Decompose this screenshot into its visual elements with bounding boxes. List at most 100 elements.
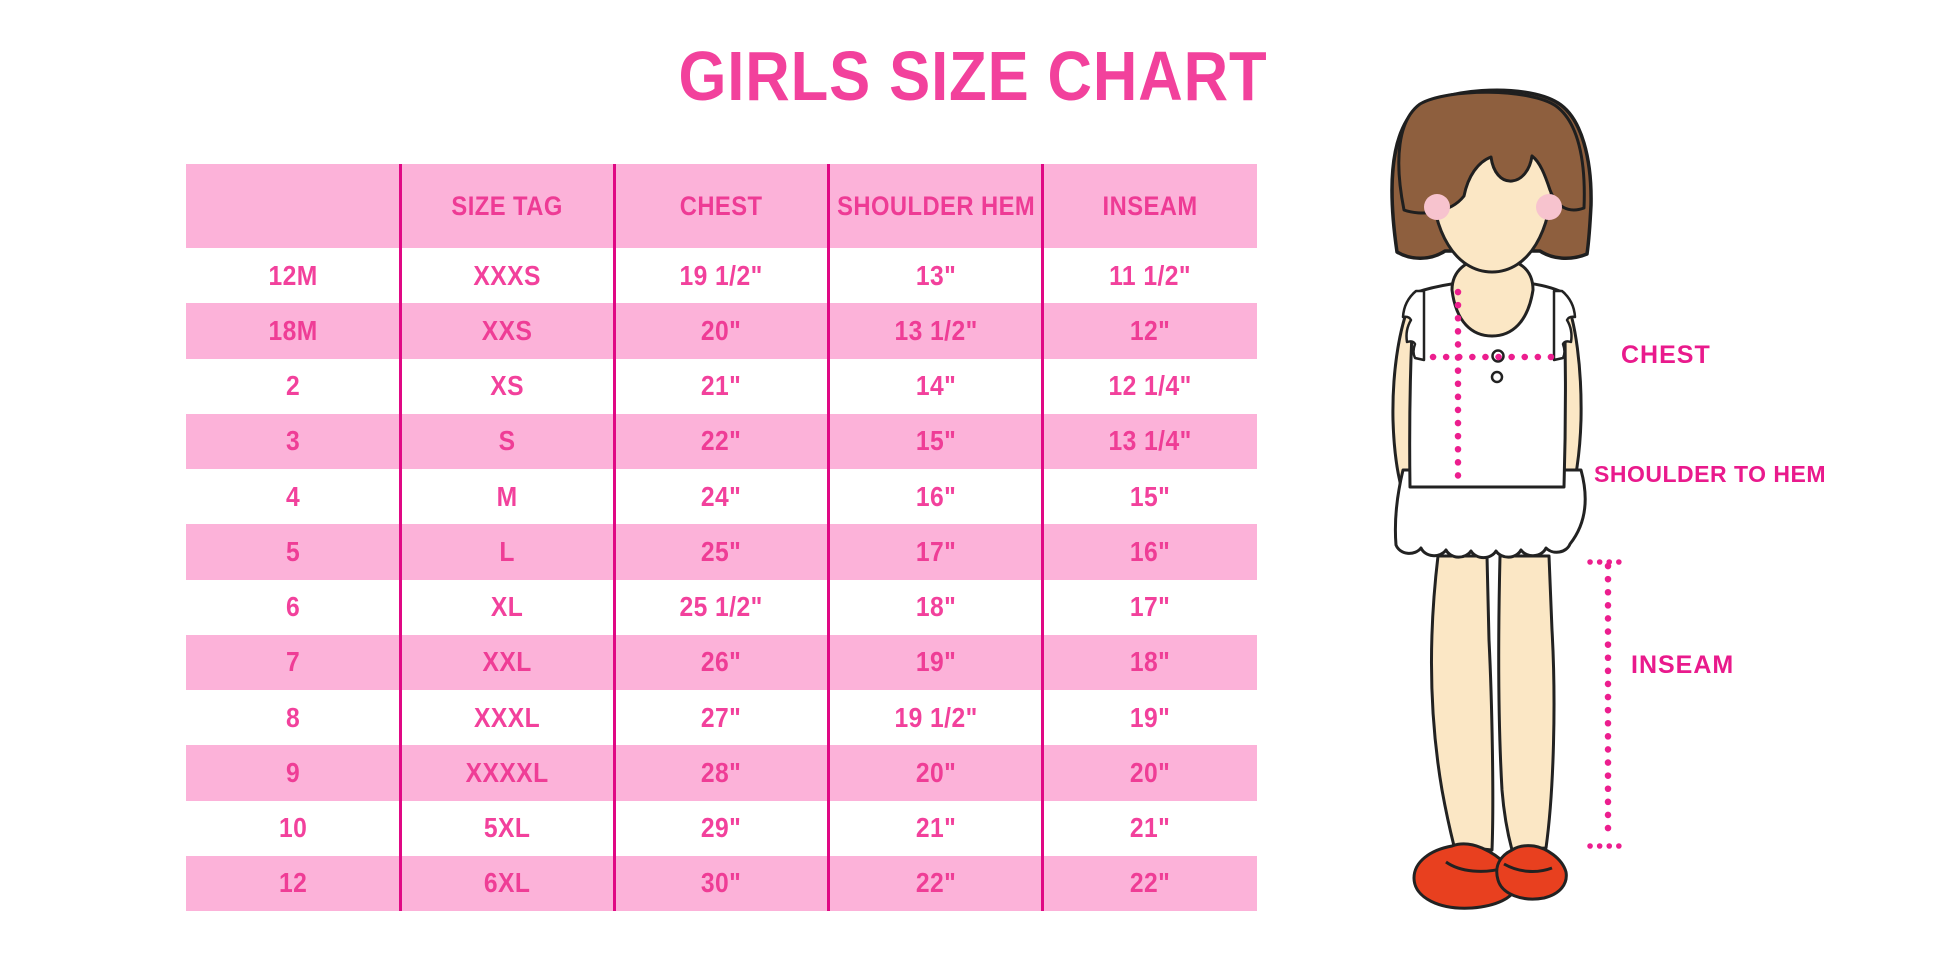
table-cell: 20" [701,314,742,346]
table-cell: 12" [1129,314,1171,346]
table-cell: XL [491,591,524,623]
column-divider [827,164,831,911]
sleeve-ruffle-right [1552,289,1577,362]
table-cell: 22" [701,425,742,457]
table-cell: 14" [915,370,956,402]
girl-illustration-svg [1390,88,1622,910]
inseam-label: INSEAM [1631,651,1735,679]
chest-label: CHEST [1621,341,1711,369]
table-cell: 15" [1129,480,1171,512]
table-cell: 24" [701,480,742,512]
table-row: 9 XXXXL 28" 20" 20" [186,745,1257,801]
header-cell-blank [199,164,387,248]
table-cell: 11 1/2" [1108,259,1191,291]
table-cell: 19" [915,646,956,678]
table-cell: 12 1/4" [1108,370,1192,402]
table-row: 6 XL 25 1/2" 18" 17" [186,580,1257,635]
table-header-row: SIZE TAG CHEST SHOULDER HEM INSEAM [186,164,1257,248]
table-cell: 25 1/2" [679,591,764,623]
table-cell: 18" [915,591,956,623]
table-cell: 13 1/4" [1108,425,1192,457]
table-cell: 22" [915,867,956,899]
skirt-ruffle [1393,468,1587,560]
table-cell: 18M [268,314,318,346]
shoe-right-strap [1503,862,1553,873]
table-row: 5 L 25" 17" 16" [186,524,1257,580]
blush-left [1424,194,1450,220]
table-cell: XS [490,370,525,402]
page-title: GIRLS SIZE CHART [678,37,1268,115]
table-cell: 21" [915,812,956,844]
table-cell: 30" [701,867,742,899]
blush-right [1536,194,1562,220]
table-cell: S [498,425,516,457]
girl-illustration [1380,80,1946,940]
table-cell: 13" [915,259,956,291]
table-cell: 5 [286,535,301,567]
table-cell: 19 1/2" [679,259,764,291]
header-cell-inseam: INSEAM [1102,190,1198,221]
table-cell: XXXS [473,259,542,291]
table-cell: 27" [701,701,742,733]
column-divider [398,164,402,911]
table-cell: 18" [1129,646,1171,678]
table-cell: XXL [482,646,532,678]
table-cell: 22" [1129,867,1171,899]
table-cell: 2 [286,370,301,402]
table-cell: 28" [701,756,742,788]
table-cell: 29" [701,812,742,844]
table-cell: 17" [915,535,956,567]
column-divider [1041,164,1045,911]
table-cell: 25" [701,535,742,567]
table-cell: 13 1/2" [894,314,978,346]
table-cell: 5XL [484,812,531,844]
table-cell: 19" [1129,701,1171,733]
table-cell: 21" [1129,812,1171,844]
table-row: 4 M 24" 16" 15" [186,469,1257,524]
table-cell: 16" [1129,535,1171,567]
leg-left [1430,554,1495,852]
column-divider [612,164,616,911]
table-row: 3 S 22" 15" 13 1/4" [186,413,1257,469]
table-cell: 17" [1129,591,1171,623]
table-row: 8 XXXL 27" 19 1/2" 19" [186,690,1257,745]
table-cell: XXXL [474,701,541,733]
table-row: 12M XXXS 19 1/2" 13" 11 1/2" [186,248,1257,303]
header-cell-size-tag: SIZE TAG [451,190,563,221]
table-row: 18M XXS 20" 13 1/2" 12" [186,303,1257,359]
table-cell: L [499,535,516,567]
sleeve-ruffle-left [1401,289,1426,362]
table-cell: 12M [268,259,318,291]
header-cell-chest: CHEST [680,190,763,221]
table-cell: 7 [286,646,301,678]
table-row: 7 XXL 26" 19" 18" [186,634,1257,690]
table-cell: 6XL [484,867,531,899]
table-cell: 10 [278,812,308,844]
table-cell: 6 [286,591,301,623]
table-cell: XXXXL [465,756,549,788]
table-cell: 21" [701,370,742,402]
table-cell: 26" [701,646,742,678]
table-cell: 19 1/2" [894,701,978,733]
shoulder-to-hem-label: SHOULDER TO HEM [1594,461,1826,487]
table-cell: XXS [481,314,533,346]
table-cell: M [496,480,518,512]
table-cell: 8 [286,701,301,733]
hair-bangs [1397,90,1586,215]
dress-button [1490,370,1504,384]
table-row: 2 XS 21" 14" 12 1/4" [186,359,1257,414]
table-cell: 4 [286,480,301,512]
table-cell: 9 [286,756,301,788]
table-row: 12 6XL 30" 22" 22" [186,855,1257,911]
leg-right [1497,554,1556,852]
table-cell: 3 [286,425,301,457]
table-cell: 20" [1129,756,1171,788]
table-cell: 20" [915,756,956,788]
table-cell: 12 [278,867,308,899]
table-cell: 15" [915,425,956,457]
shoe-left [1412,842,1518,910]
table-cell: 16" [915,480,956,512]
size-table: SIZE TAG CHEST SHOULDER HEM INSEAM 12M X… [186,164,1257,911]
table-row: 10 5XL 29" 21" 21" [186,801,1257,856]
